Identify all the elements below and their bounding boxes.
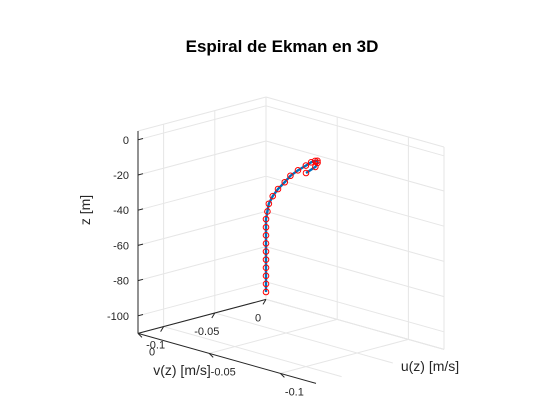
data-point-marker: [307, 159, 315, 166]
z-gridline: [265, 140, 445, 192]
data-point-marker: [262, 248, 270, 255]
data-point-marker: [311, 157, 319, 165]
y-tick-mark: [160, 326, 165, 332]
y-tick-mark: [211, 312, 216, 319]
z-gridline: [265, 105, 445, 157]
x-tick-mark: [280, 373, 285, 378]
z-gridline: [137, 175, 267, 211]
plot-area: [262, 157, 321, 296]
data-point-marker: [314, 157, 321, 165]
axis-lines: [137, 131, 317, 384]
data-point-marker: [302, 162, 310, 169]
tick-labels: 0-20-40-60-80-100-0.1-0.050-0.1-0.050: [107, 135, 304, 399]
data-point-marker: [265, 200, 273, 208]
data-point-marker: [302, 169, 310, 177]
pane-edge: [265, 96, 445, 148]
data-point-marker: [262, 264, 270, 272]
u-gridline-floor: [209, 318, 338, 354]
y-tick-label: 0: [255, 312, 261, 324]
y-tick-mark: [262, 299, 267, 305]
z-axis-label: z [m]: [77, 195, 93, 225]
y-axis-line: [137, 298, 267, 334]
data-point-marker: [262, 215, 270, 223]
z-gridline: [265, 210, 445, 262]
data-point-marker: [262, 240, 270, 247]
z-tick-mark: [137, 243, 144, 246]
data-point-marker: [274, 185, 282, 193]
x-tick-mark: [208, 353, 214, 358]
x-tick-label: 0: [149, 346, 155, 358]
z-tick-label: -80: [113, 276, 129, 288]
data-point-marker: [262, 256, 270, 263]
z-gridline: [137, 246, 267, 282]
u-gridline-floor: [280, 338, 409, 374]
z-gridline: [137, 210, 267, 246]
data-point-marker: [262, 272, 270, 280]
pane-edge: [137, 96, 267, 132]
chart-title: Espiral de Ekman en 3D: [186, 37, 379, 56]
data-point-marker: [262, 223, 270, 231]
data-point-marker: [294, 167, 302, 174]
z-tick-label: -20: [113, 170, 129, 182]
z-gridline: [137, 105, 267, 141]
z-tick-label: -60: [113, 240, 129, 252]
z-tick-label: -40: [113, 205, 129, 217]
x-tick-label: -0.1: [285, 386, 304, 398]
x-axis-line: [137, 332, 317, 384]
z-gridline: [265, 281, 445, 333]
y-axis-label: v(z) [m/s]: [153, 362, 211, 378]
data-point-marker: [262, 232, 270, 239]
x-tick-mark: [137, 333, 143, 338]
z-gridline: [265, 246, 445, 298]
x-tick-label: -0.05: [211, 366, 236, 378]
data-point-marker: [262, 288, 270, 296]
z-tick-mark: [137, 278, 144, 282]
x-axis-label: u(z) [m/s]: [401, 358, 459, 374]
z-tick-mark: [137, 173, 144, 176]
data-point-marker: [281, 178, 289, 186]
z-gridline: [265, 175, 445, 227]
z-gridline: [137, 281, 267, 317]
data-point-marker: [262, 280, 270, 288]
v-gridline-floor: [265, 298, 445, 350]
z-tick-mark: [137, 138, 144, 141]
v-gridline-floor: [163, 326, 342, 378]
data-point-marker: [287, 172, 294, 180]
z-tick-mark: [137, 208, 144, 211]
data-point-marker: [264, 208, 271, 215]
data-point-marker: [269, 192, 277, 200]
z-tick-label: -100: [107, 311, 129, 323]
v-gridline-floor: [214, 312, 393, 364]
z-gridline: [137, 140, 267, 176]
z-tick-mark: [137, 314, 144, 317]
y-tick-label: -0.05: [194, 326, 219, 338]
y-tick-label: -0.1: [146, 340, 165, 352]
z-tick-label: 0: [123, 135, 129, 147]
